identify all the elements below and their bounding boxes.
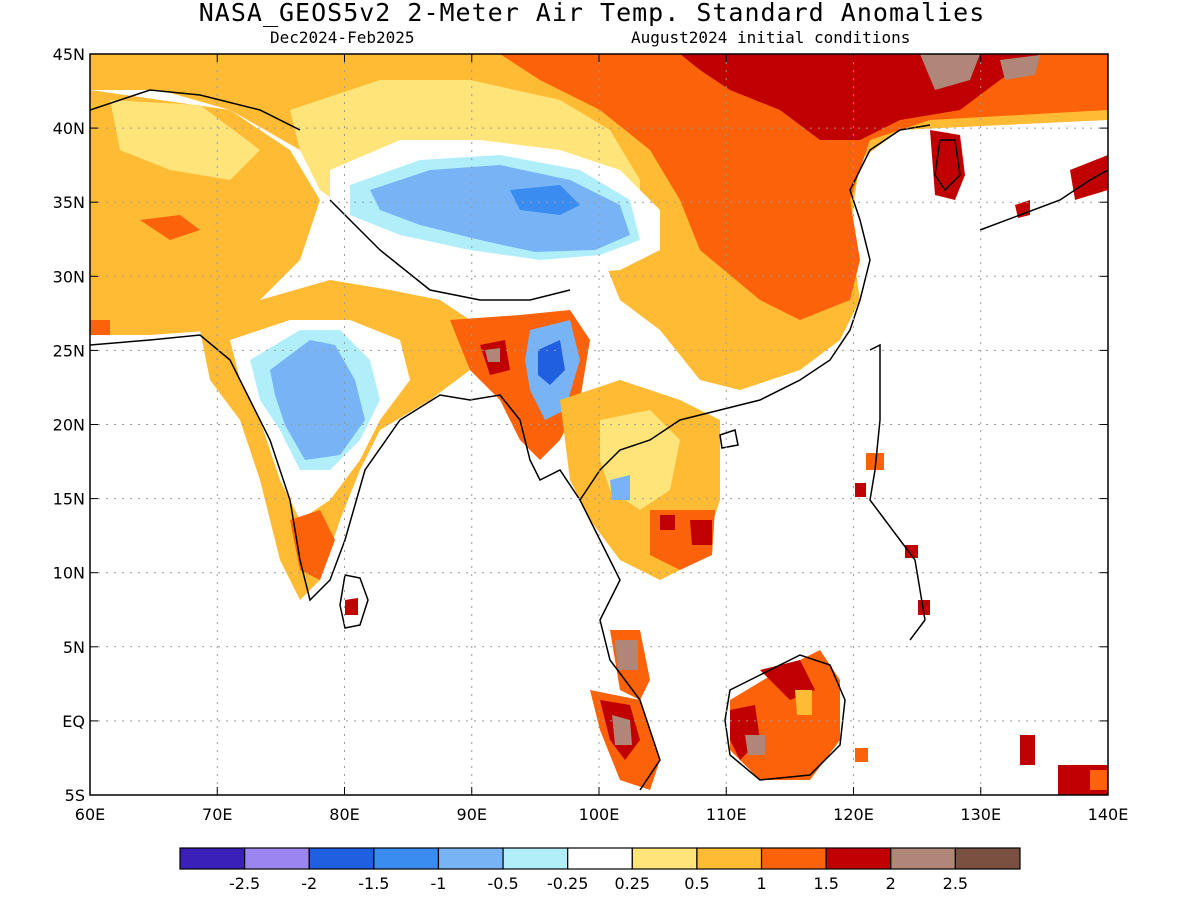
colorbar-label: -2 — [301, 874, 317, 893]
grid-lines — [90, 54, 1108, 795]
colorbar-swatch — [308, 847, 375, 870]
lat-tick-label: 35N — [53, 193, 85, 212]
colorbar-swatch — [696, 847, 763, 870]
colorbar-label: -0.25 — [547, 874, 588, 893]
anomaly-field — [90, 54, 1108, 795]
colorbar-label: 1 — [756, 874, 766, 893]
init-label: August2024 initial conditions — [631, 28, 911, 47]
lon-tick-label: 70E — [202, 805, 232, 824]
lat-tick-label: 5S — [65, 786, 85, 805]
lat-tick-label: 25N — [53, 341, 85, 360]
colorbar-swatch — [502, 847, 569, 870]
colorbar-label: -0.5 — [487, 874, 518, 893]
lon-tick-label: 90E — [457, 805, 487, 824]
colorbar-swatch — [244, 847, 310, 870]
lat-tick-label: 15N — [53, 490, 85, 509]
lon-tick-label: 60E — [75, 805, 105, 824]
colorbar-label: 2 — [886, 874, 896, 893]
colorbar-swatch — [825, 847, 892, 870]
lon-tick-label: 110E — [706, 805, 747, 824]
lon-tick-label: 120E — [833, 805, 874, 824]
colorbar-label: 1.5 — [813, 874, 838, 893]
lat-axis: 45N 40N 35N 30N 25N 20N 15N 10N 5N EQ 5S — [53, 45, 85, 805]
lat-tick-label: 5N — [63, 638, 85, 657]
lon-tick-label: 100E — [579, 805, 620, 824]
lat-tick-label: 10N — [53, 564, 85, 583]
lat-tick-label: 30N — [53, 267, 85, 286]
colorbar-swatch — [373, 847, 440, 870]
colorbar-label: -2.5 — [229, 874, 260, 893]
lat-tick-label: 20N — [53, 416, 85, 435]
colorbar-label: 2.5 — [943, 874, 968, 893]
lon-tick-label: 80E — [329, 805, 359, 824]
colorbar-swatch — [179, 847, 246, 870]
colorbar-label: -1 — [430, 874, 446, 893]
lat-tick-label: EQ — [62, 712, 85, 731]
lon-tick-label: 140E — [1088, 805, 1129, 824]
map-title: NASA_GEOS5v2 2-Meter Air Temp. Standard … — [198, 0, 986, 27]
colorbar-label: 0.5 — [684, 874, 709, 893]
colorbar-swatch — [954, 847, 1021, 870]
lat-tick-label: 45N — [53, 45, 85, 64]
season-label: Dec2024-Feb2025 — [270, 28, 415, 47]
axis-ticks — [89, 53, 1109, 796]
colorbar-swatch — [437, 847, 504, 870]
colorbar: -2.5 -2 -1.5 -1 -0.5 -0.25 0.25 0.5 1 1.5 2 2.5 — [179, 847, 1021, 893]
colorbar-swatch — [567, 847, 633, 870]
lon-axis: 60E 70E 80E 90E 100E 110E 120E 130E 140E — [75, 805, 1129, 824]
colorbar-swatch — [631, 847, 698, 870]
colorbar-swatch — [890, 847, 956, 870]
colorbar-label: 0.25 — [614, 874, 650, 893]
lon-tick-label: 130E — [960, 805, 1001, 824]
lat-tick-label: 40N — [53, 119, 85, 138]
colorbar-label: -1.5 — [358, 874, 389, 893]
colorbar-swatch — [760, 847, 827, 870]
